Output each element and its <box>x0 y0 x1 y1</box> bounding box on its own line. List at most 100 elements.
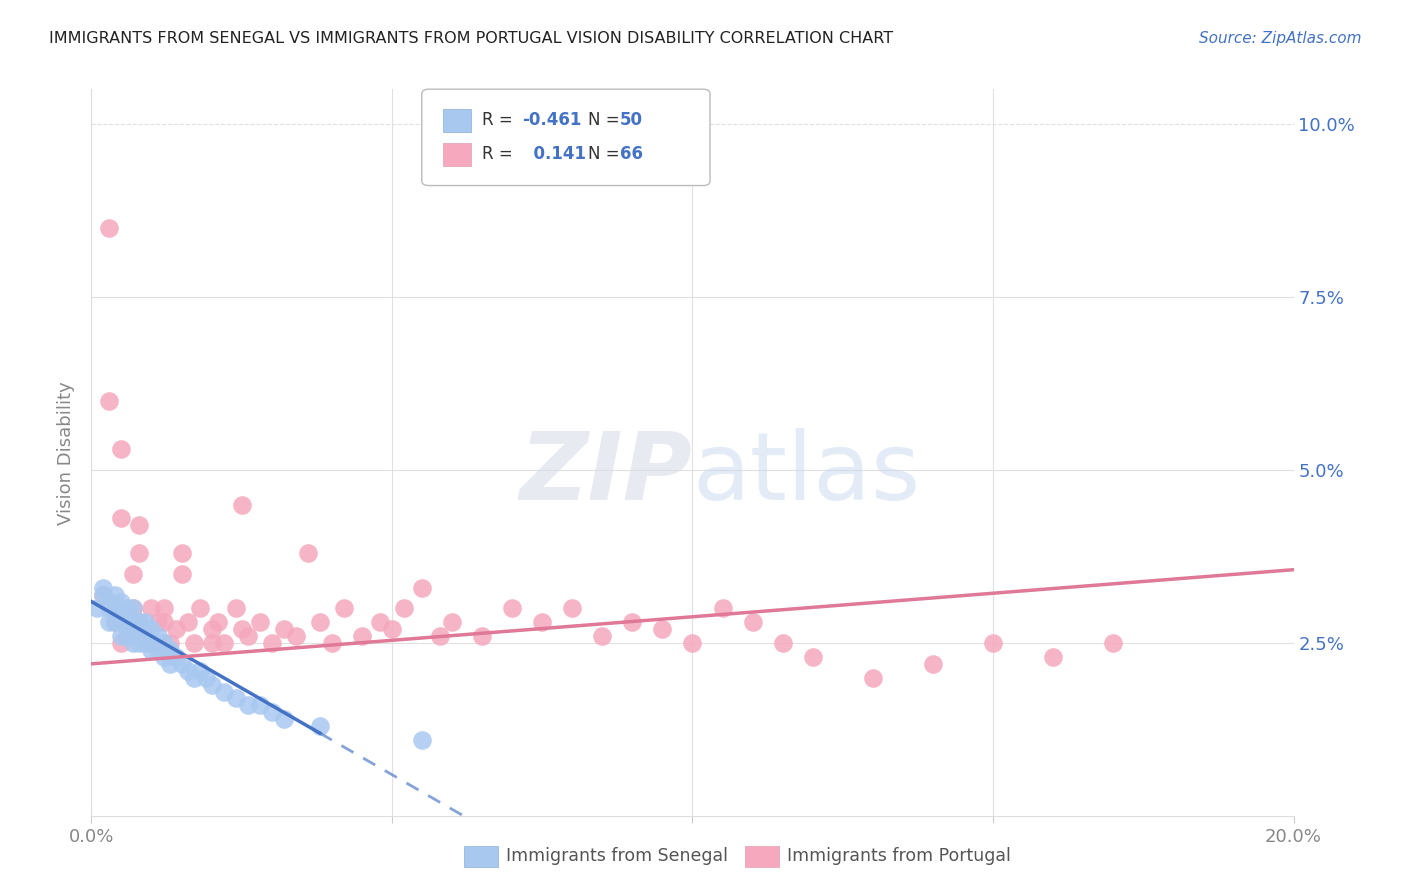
Text: IMMIGRANTS FROM SENEGAL VS IMMIGRANTS FROM PORTUGAL VISION DISABILITY CORRELATIO: IMMIGRANTS FROM SENEGAL VS IMMIGRANTS FR… <box>49 31 893 46</box>
Point <box>368 615 391 630</box>
Point <box>104 588 127 602</box>
Text: Immigrants from Senegal: Immigrants from Senegal <box>506 847 728 865</box>
Text: N =: N = <box>588 145 624 163</box>
Point <box>141 636 163 650</box>
Point <box>134 615 156 630</box>
Point <box>152 601 174 615</box>
Point <box>122 615 145 630</box>
Point <box>308 719 330 733</box>
Point <box>212 636 235 650</box>
Point <box>236 698 259 713</box>
Text: Immigrants from Portugal: Immigrants from Portugal <box>787 847 1011 865</box>
Point <box>117 601 139 615</box>
Point <box>122 629 145 643</box>
Point <box>128 518 150 533</box>
Point <box>1102 636 1125 650</box>
Point <box>350 629 373 643</box>
Point <box>159 636 181 650</box>
Point <box>128 615 150 630</box>
Point <box>98 393 121 408</box>
Point <box>1042 649 1064 664</box>
Point <box>122 566 145 581</box>
Point <box>117 629 139 643</box>
Point <box>152 636 174 650</box>
Text: N =: N = <box>588 112 624 129</box>
Point <box>117 629 139 643</box>
Point <box>183 671 205 685</box>
Point <box>273 622 295 636</box>
Point <box>110 511 132 525</box>
Point <box>207 615 229 630</box>
Point <box>146 643 169 657</box>
Point <box>381 622 404 636</box>
Point <box>146 629 169 643</box>
Text: -0.461: -0.461 <box>522 112 581 129</box>
Text: 66: 66 <box>620 145 643 163</box>
Point <box>128 622 150 636</box>
Point <box>333 601 356 615</box>
Point <box>141 643 163 657</box>
Point <box>110 615 132 630</box>
Point <box>471 629 494 643</box>
Point <box>110 594 132 608</box>
Point <box>134 636 156 650</box>
Point <box>141 622 163 636</box>
Point <box>141 601 163 615</box>
Point <box>260 706 283 720</box>
Point <box>98 220 121 235</box>
Point <box>440 615 463 630</box>
Point <box>429 629 451 643</box>
Point <box>122 636 145 650</box>
Point <box>159 643 181 657</box>
Point <box>176 615 198 630</box>
Point <box>134 629 156 643</box>
Point <box>98 601 121 615</box>
Point <box>772 636 794 650</box>
Point <box>411 581 433 595</box>
Point <box>981 636 1004 650</box>
Point <box>231 622 253 636</box>
Point <box>681 636 703 650</box>
Point <box>201 678 224 692</box>
Text: Source: ZipAtlas.com: Source: ZipAtlas.com <box>1198 31 1361 46</box>
Point <box>411 733 433 747</box>
Point <box>801 649 824 664</box>
Point <box>651 622 673 636</box>
Point <box>110 636 132 650</box>
Point <box>122 601 145 615</box>
Point <box>110 442 132 457</box>
Text: 0.141: 0.141 <box>522 145 586 163</box>
Point <box>141 636 163 650</box>
Point <box>273 712 295 726</box>
Point <box>104 615 127 630</box>
Point <box>741 615 763 630</box>
Point <box>128 615 150 630</box>
Text: ZIP: ZIP <box>520 428 692 521</box>
Point <box>188 664 211 678</box>
Point <box>711 601 734 615</box>
Point <box>531 615 554 630</box>
Point <box>93 588 115 602</box>
Point <box>297 546 319 560</box>
Y-axis label: Vision Disability: Vision Disability <box>56 381 75 524</box>
Point <box>122 601 145 615</box>
Point <box>231 498 253 512</box>
Point <box>236 629 259 643</box>
Point <box>104 615 127 630</box>
Point <box>86 601 108 615</box>
Point <box>591 629 613 643</box>
Point <box>225 601 247 615</box>
Point <box>165 649 187 664</box>
Point <box>284 629 307 643</box>
Point <box>183 636 205 650</box>
Point <box>134 629 156 643</box>
Point <box>93 588 115 602</box>
Text: 50: 50 <box>620 112 643 129</box>
Point <box>104 601 127 615</box>
Point <box>621 615 644 630</box>
Point <box>98 594 121 608</box>
Point <box>170 566 193 581</box>
Point <box>117 615 139 630</box>
Text: R =: R = <box>482 112 519 129</box>
Point <box>249 698 271 713</box>
